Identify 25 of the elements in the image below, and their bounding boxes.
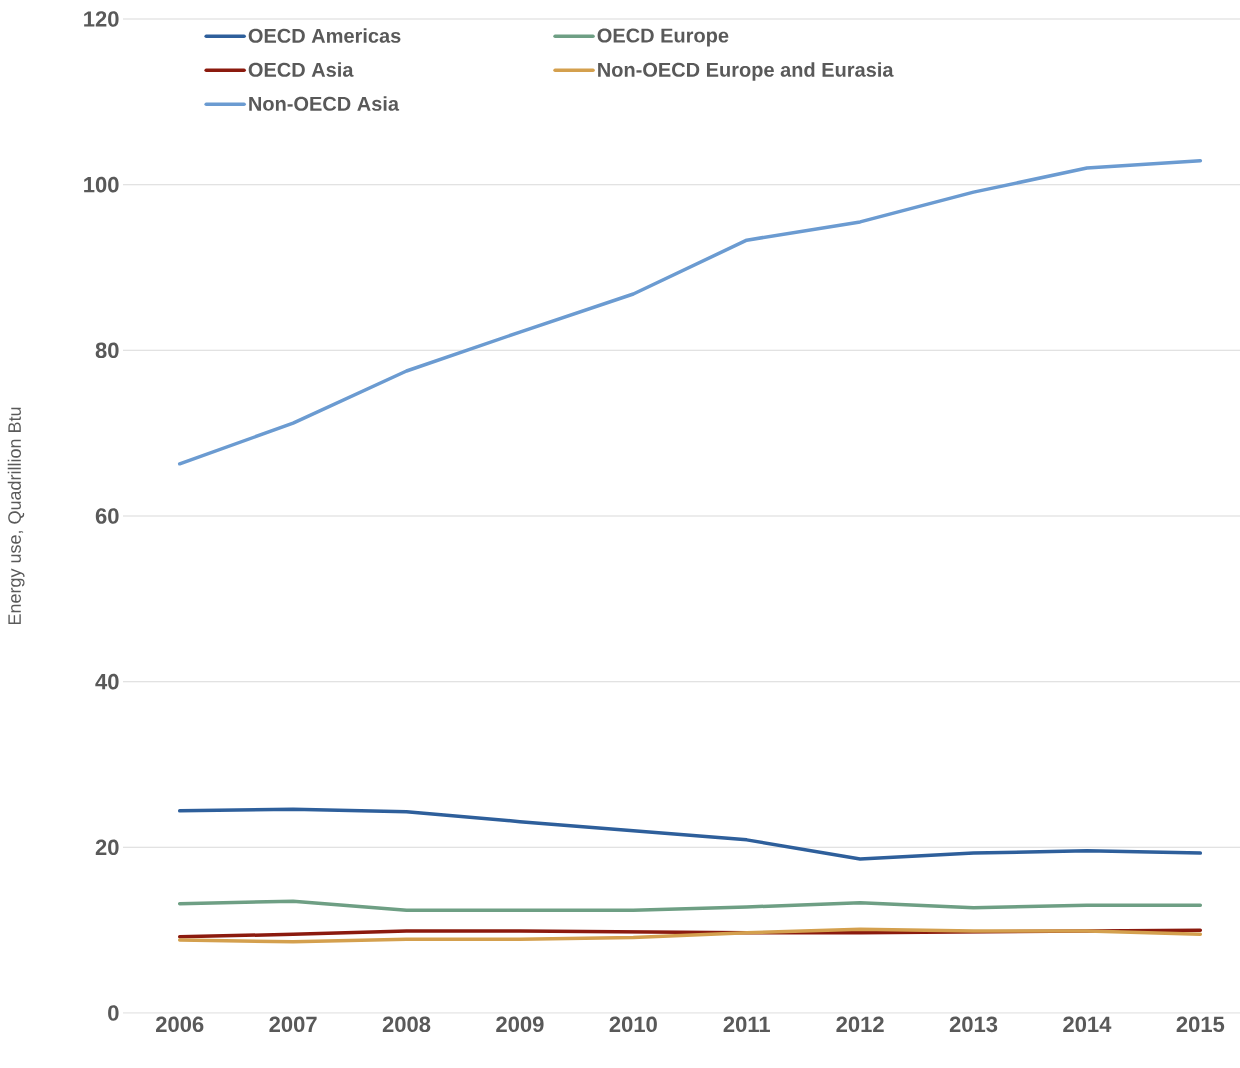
x-tick-label: 2007 (269, 1016, 317, 1033)
y-tick-label: 120 (84, 11, 119, 27)
line-series (177, 158, 1203, 466)
x-tick-label: 2006 (156, 1016, 204, 1033)
legend-label: OECD Asia (248, 62, 354, 77)
x-tick-label: 2011 (723, 1016, 770, 1033)
legend-label: OECD Americas (248, 28, 401, 43)
x-tick-label: 2012 (836, 1016, 884, 1033)
y-tick-label: 100 (84, 176, 119, 193)
x-tick-label: 2013 (949, 1016, 998, 1033)
legend-label: Non-OECD Asia (249, 96, 400, 111)
legend-label: Non-OECD Europe and Eurasia (598, 62, 894, 81)
x-tick-label: 2015 (1176, 1016, 1225, 1033)
legend-label: OECD Europe (597, 28, 729, 47)
y-tick-label: 20 (95, 839, 119, 856)
y-tick-label: 0 (108, 1005, 119, 1021)
y-axis-title: Energy use, Quadrillion Btu (7, 407, 25, 625)
y-tick-label: 60 (95, 508, 119, 524)
x-tick-label: 2008 (382, 1016, 431, 1033)
x-tick-label: 2014 (1063, 1016, 1112, 1033)
line-series (177, 927, 1203, 944)
x-tick-label: 2009 (496, 1016, 544, 1033)
y-tick-label: 40 (95, 673, 119, 690)
x-tick-label: 2010 (609, 1016, 657, 1033)
y-tick-label: 80 (95, 342, 119, 359)
